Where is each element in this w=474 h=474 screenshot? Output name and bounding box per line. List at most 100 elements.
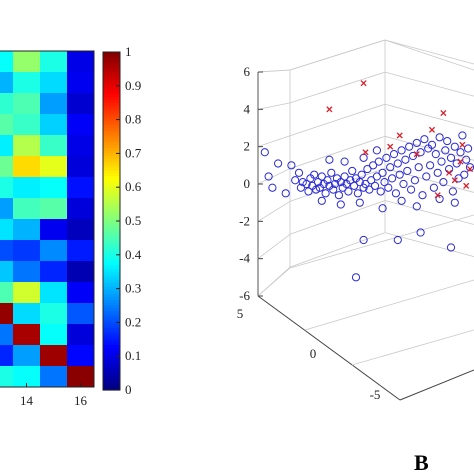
colorbar-tick-0.4: 0.4 bbox=[125, 247, 142, 262]
colorbar-segment bbox=[103, 116, 120, 121]
scatter-point-circle bbox=[407, 185, 416, 194]
scatter-point-circle bbox=[298, 178, 307, 187]
colorbar-segment bbox=[103, 249, 120, 253]
scatter-point-circle bbox=[422, 172, 431, 181]
scatter-point-circle bbox=[462, 155, 471, 164]
scatter-point-circle bbox=[336, 200, 345, 209]
colorbar-segment bbox=[103, 254, 120, 259]
scatter-point-circle bbox=[452, 159, 461, 168]
scatter-point-circle bbox=[437, 157, 446, 166]
colorbar-segment bbox=[103, 280, 120, 284]
heatmap-cell-r6-c15 bbox=[40, 156, 67, 177]
heatmap-cell-r4-c15 bbox=[40, 114, 67, 135]
heatmap-cell-r5-c16 bbox=[67, 135, 94, 156]
colorbar-segment bbox=[103, 136, 120, 140]
scatter-point-circle bbox=[412, 202, 421, 211]
colorbar-segment bbox=[103, 74, 120, 78]
scatter-point-circle bbox=[274, 159, 283, 168]
colorbar-segment bbox=[103, 308, 120, 312]
x-marker-stroke bbox=[362, 149, 369, 156]
colorbar-segment bbox=[103, 105, 120, 109]
colorbar-segment bbox=[103, 119, 120, 124]
colorbar-segment bbox=[103, 175, 120, 180]
x-marker-stroke bbox=[451, 177, 458, 184]
colorbar-segment bbox=[103, 88, 120, 93]
grid-line-z bbox=[384, 71, 474, 97]
scatter-point-circle bbox=[313, 178, 323, 187]
scatter-point-circle bbox=[446, 243, 456, 252]
x-axis-line bbox=[399, 369, 474, 401]
scatter-point-circle bbox=[395, 170, 404, 179]
colorbar-tick-0.6: 0.6 bbox=[125, 179, 142, 194]
scatter-point-x bbox=[440, 110, 447, 117]
x-marker-stroke bbox=[326, 106, 333, 113]
heatmap-cell-r10-c13 bbox=[0, 240, 13, 261]
colorbar-segment bbox=[103, 387, 120, 391]
heatmap-cell-r13-c13 bbox=[0, 303, 13, 324]
colorbar-ticks: 0 0.1 0.2 0.3 0.4 0.5 0.6 0.7 0.8 0.9 1 bbox=[116, 44, 142, 397]
scatter-point-circle bbox=[355, 178, 364, 187]
scatter-point-circle bbox=[294, 168, 304, 177]
colorbar-segment bbox=[103, 170, 120, 174]
colorbar-segment bbox=[103, 384, 120, 388]
heatmap-x-ticks: 14 16 bbox=[20, 383, 88, 408]
scatter-point-circle bbox=[260, 148, 269, 157]
scatter-point-circle bbox=[376, 187, 385, 196]
x-marker-stroke bbox=[466, 166, 474, 173]
scatter3d-y-ticks: 5 0 -5 bbox=[237, 306, 381, 402]
scatter-point-circle bbox=[372, 172, 381, 181]
scatter-point-circle bbox=[302, 179, 311, 189]
heatmap-cell-r16-c13 bbox=[0, 366, 13, 387]
scatter-point-circle bbox=[418, 191, 427, 200]
colorbar-segment bbox=[103, 192, 120, 197]
scatter-point-circle bbox=[454, 174, 463, 183]
floor-edge bbox=[289, 214, 474, 269]
grid-line-z bbox=[257, 201, 291, 222]
scatter-point-circle bbox=[359, 153, 368, 162]
colorbar-segment bbox=[103, 68, 120, 73]
colorbar-segment bbox=[103, 282, 120, 287]
scatter-point-circle bbox=[304, 187, 313, 196]
heatmap-cell-r10-c15 bbox=[40, 240, 67, 261]
colorbar-segment bbox=[103, 246, 120, 250]
x-marker-stroke bbox=[457, 158, 464, 165]
colorbar-segment bbox=[103, 178, 120, 183]
grid-line-z bbox=[384, 168, 474, 193]
heatmap-cell-r2-c13 bbox=[0, 72, 13, 93]
scatter-point-circle bbox=[355, 198, 364, 207]
colorbar-segment bbox=[103, 187, 120, 191]
colorbar-segment bbox=[103, 142, 120, 146]
scatter-point-circle bbox=[325, 155, 334, 164]
scatter-point-x bbox=[396, 132, 403, 139]
scatter-point-circle bbox=[450, 198, 459, 207]
y-axis-line bbox=[257, 295, 401, 401]
scatter-point-circle bbox=[367, 176, 376, 185]
scatter-point-circle bbox=[281, 189, 290, 198]
z-tick-6: 6 bbox=[244, 64, 251, 79]
x-marker-stroke bbox=[360, 80, 367, 87]
heatmap-cell-r13-c14 bbox=[13, 303, 40, 324]
scatter-point-circle bbox=[435, 194, 444, 204]
x-marker-stroke bbox=[387, 143, 394, 150]
colorbar-segment bbox=[103, 344, 120, 349]
colorbar-segment bbox=[103, 291, 120, 295]
colorbar-segment bbox=[103, 195, 120, 200]
scatter-point-x bbox=[451, 177, 458, 184]
panel-label-b: B bbox=[414, 450, 429, 474]
scatter-point-circle bbox=[460, 170, 469, 179]
colorbar-segment bbox=[103, 133, 120, 138]
scatter-point-circle bbox=[420, 135, 429, 144]
heatmap-cell-r6-c13 bbox=[0, 156, 13, 177]
z-tick-4: 4 bbox=[244, 101, 251, 116]
scatter-point-circle bbox=[456, 148, 465, 157]
scatter-point-circle bbox=[408, 151, 418, 161]
z-tick--6: -6 bbox=[239, 288, 250, 303]
colorbar-segment bbox=[103, 325, 120, 329]
scatter-point-circle bbox=[378, 204, 387, 213]
scatter-point-circle bbox=[414, 163, 423, 172]
colorbar-segment bbox=[103, 147, 120, 152]
heatmap-cell-r4-c16 bbox=[67, 114, 94, 135]
scatter-point-circle bbox=[340, 172, 349, 181]
scatter-point-circle bbox=[431, 150, 440, 159]
heatmap-cell-r8-c13 bbox=[0, 198, 13, 219]
